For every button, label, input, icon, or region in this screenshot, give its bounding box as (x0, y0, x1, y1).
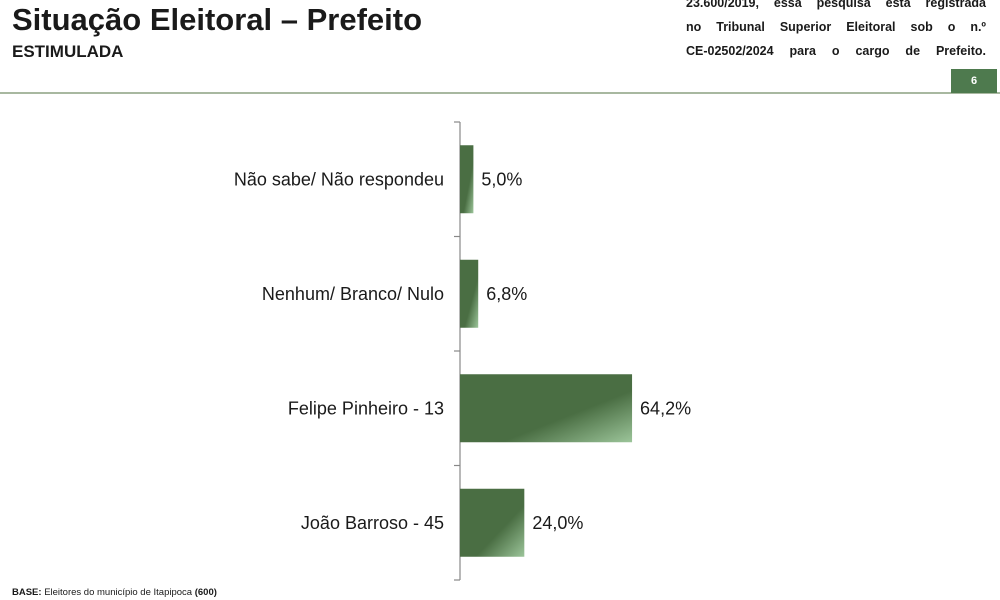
base-text: Eleitores do município de Itapipoca (44, 587, 193, 598)
data-label: 6,8% (486, 284, 527, 304)
notice-line: no Tribunal Superior Eleitoral sob o n.º (686, 20, 986, 34)
chart-axis (454, 121, 461, 581)
base-footnote: BASE: Eleitores do município de Itapipoc… (12, 587, 217, 598)
notice-line: CE-02502/2024 para o cargo de Prefeito. (686, 44, 986, 58)
chart-bars: Não sabe/ Não respondeu 5,0% Nenhum/ Branc… (234, 145, 691, 557)
data-label: 64,2% (640, 398, 691, 418)
data-label: 24,0% (532, 513, 583, 533)
bar (460, 259, 479, 328)
page-title: Situação Eleitoral – Prefeito (12, 2, 423, 37)
header-divider (0, 92, 1000, 94)
page-number-badge: 6 (951, 69, 997, 93)
category-label: Não sabe/ Não respondeu (234, 169, 444, 189)
page-subtitle: ESTIMULADA (12, 42, 124, 61)
notice-line: 23.600/2019, essa pesquisa está registra… (686, 0, 986, 10)
base-count: (600) (194, 587, 217, 598)
bar (460, 374, 633, 443)
data-label: 5,0% (481, 169, 522, 189)
base-label: BASE: (12, 587, 42, 598)
category-label: João Barroso - 45 (301, 513, 444, 533)
registration-notice: 23.600/2019, essa pesquisa está registra… (686, 0, 986, 63)
bar (460, 145, 474, 214)
category-label: Nenhum/ Branco/ Nulo (262, 284, 444, 304)
category-label: Felipe Pinheiro - 13 (288, 398, 444, 418)
bar (460, 488, 525, 557)
